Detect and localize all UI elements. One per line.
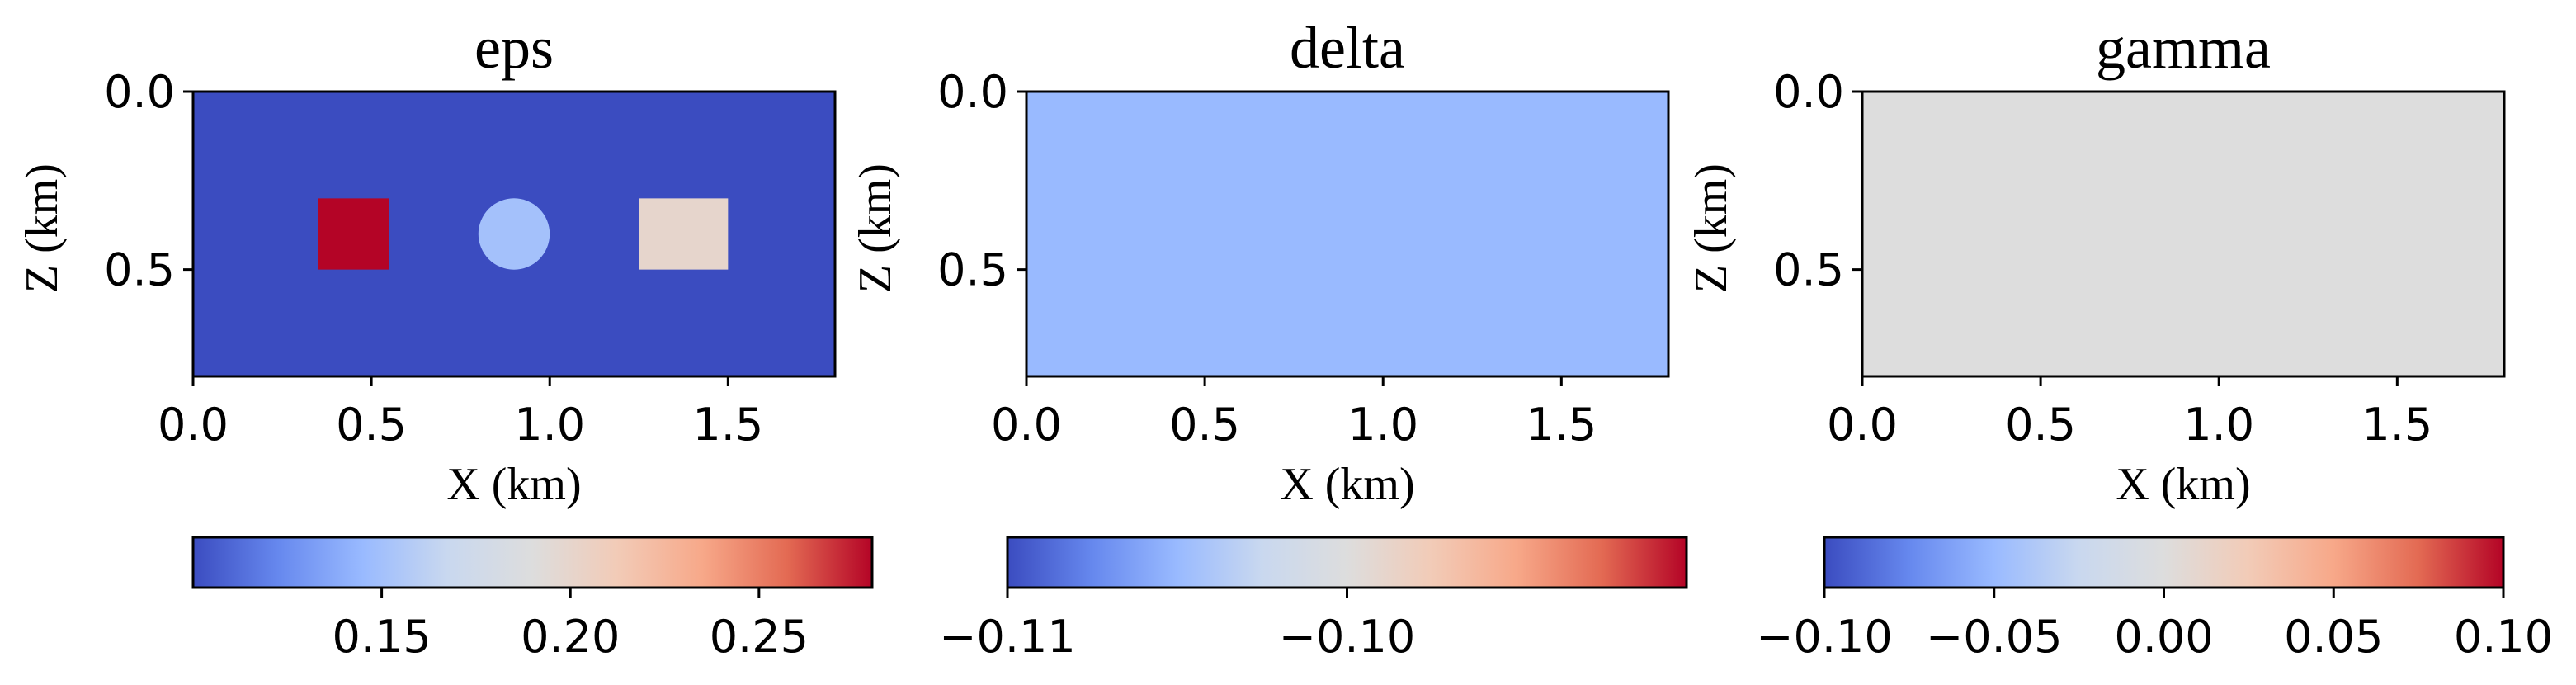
- x-axis-label: X (km): [2116, 459, 2250, 510]
- x-tick-label: 0.5: [336, 399, 407, 451]
- x-tick-label: 1.0: [2183, 399, 2254, 451]
- colorbar-tick-label: 0.15: [332, 611, 431, 663]
- colorbar-tick-label: 0.00: [2114, 611, 2213, 663]
- x-axis-label: X (km): [1280, 459, 1414, 510]
- x-tick-label: 1.0: [514, 399, 585, 451]
- anomaly-rectangle-2: [639, 198, 729, 270]
- plot-frame: [191, 90, 837, 378]
- x-tick-label: 1.0: [1347, 399, 1418, 451]
- y-tick-label: 0.0: [104, 66, 175, 118]
- x-tick-label: 1.5: [2361, 399, 2432, 451]
- anomaly-square-0: [318, 198, 389, 270]
- y-tick-label: 0.5: [1773, 244, 1844, 296]
- colorbar-tick-label: 0.05: [2284, 611, 2383, 663]
- colorbar-tick-label: 0.25: [710, 611, 809, 663]
- anomaly-circle-1: [478, 198, 550, 270]
- x-tick-label: 1.5: [1526, 399, 1597, 451]
- colorbar-tick-label: −0.10: [1756, 611, 1892, 663]
- colorbar-tick-label: 0.10: [2454, 611, 2553, 663]
- colorbar: [1824, 537, 2503, 588]
- x-tick-label: 0.0: [991, 399, 1062, 451]
- colorbar-tick-label: −0.10: [1279, 611, 1415, 663]
- field-background: [1026, 92, 1668, 376]
- panel-gamma: gamma 0.0 0.5 1.0 1.5 0.0 0.5 X (km) Z (km) −0.10…: [1686, 15, 2553, 663]
- y-axis-label: Z (km): [17, 163, 68, 293]
- colorbar: [193, 537, 872, 588]
- field-background: [1862, 92, 2504, 376]
- panel-eps: eps 0.0 0.5 1.0 1.5 0.0 0.5 X (km) Z (km) 0.15 0.2…: [17, 15, 874, 663]
- y-tick-label: 0.0: [1773, 66, 1844, 118]
- x-axis-label: X (km): [446, 459, 581, 510]
- colorbar-tick-label: −0.11: [939, 611, 1075, 663]
- x-tick-label: 1.5: [692, 399, 763, 451]
- plot-title: delta: [1290, 15, 1405, 81]
- x-tick-label: 0.0: [1827, 399, 1898, 451]
- y-tick-label: 0.0: [937, 66, 1008, 118]
- y-axis-label: Z (km): [850, 163, 901, 293]
- x-tick-label: 0.0: [158, 399, 229, 451]
- x-tick-label: 0.5: [2005, 399, 2076, 451]
- colorbar-frame: [191, 536, 874, 589]
- colorbar: [1007, 537, 1687, 588]
- colorbar-tick-label: 0.20: [521, 611, 620, 663]
- y-tick-label: 0.5: [937, 244, 1008, 296]
- y-axis-label: Z (km): [1686, 163, 1737, 293]
- y-tick-label: 0.5: [104, 244, 175, 296]
- plot-frame: [1025, 90, 1670, 378]
- plot-frame: [1861, 90, 2506, 378]
- panel-delta: delta 0.0 0.5 1.0 1.5 0.0 0.5 X (km) Z (km) −0.11…: [850, 15, 1688, 663]
- plot-title: gamma: [2096, 15, 2271, 81]
- x-tick-label: 0.5: [1169, 399, 1240, 451]
- plot-title: eps: [474, 15, 554, 81]
- colorbar-tick-label: −0.05: [1926, 611, 2062, 663]
